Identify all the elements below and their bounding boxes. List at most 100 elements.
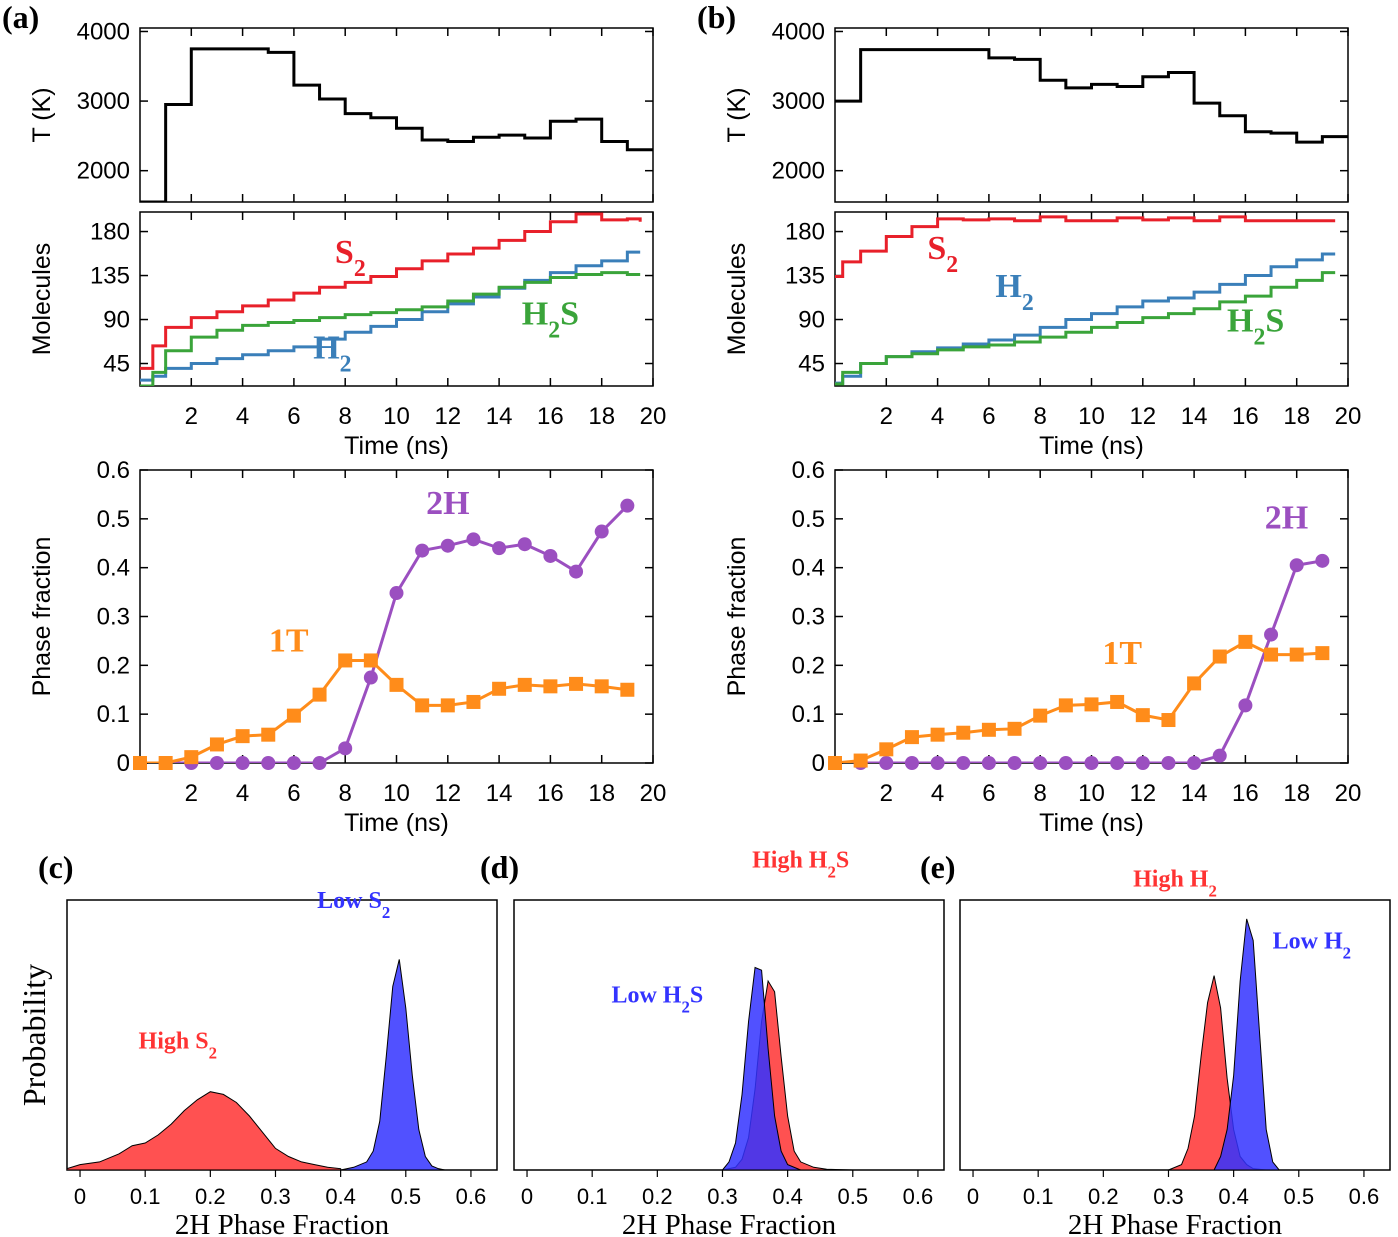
- series-annotation-Low H2: Low H2: [1273, 929, 1351, 963]
- y-tick-label: 0: [117, 750, 130, 777]
- y-tick-label: 0.1: [792, 701, 825, 728]
- data-point-2H: [620, 498, 635, 513]
- data-point-2H: [904, 756, 919, 770]
- series-annotation-H2S: H2S: [522, 295, 579, 343]
- data-point-1T: [415, 698, 430, 713]
- series-annotation-S2: S2: [927, 230, 958, 278]
- data-point-1T: [956, 725, 971, 740]
- x-tick-label: 0.5: [390, 1184, 421, 1209]
- y-axis-label: T (K): [723, 87, 751, 142]
- data-point-1T: [286, 708, 301, 723]
- x-axis-label: Time (ns): [344, 432, 449, 460]
- data-point-1T: [158, 756, 173, 770]
- x-tick-label: 14: [1181, 780, 1208, 807]
- series-annotation-Low S2: Low S2: [317, 888, 390, 922]
- data-point-2H: [517, 537, 532, 552]
- x-tick-label: 20: [640, 403, 667, 430]
- data-point-2H: [363, 670, 378, 685]
- y-tick-label: 0.3: [97, 604, 130, 631]
- data-point-1T: [466, 694, 481, 709]
- x-tick-label: 14: [486, 780, 513, 807]
- y-tick-label: 0.6: [792, 457, 825, 484]
- data-point-1T: [209, 737, 224, 752]
- y-tick-label: 135: [90, 263, 130, 290]
- series-annotation-H2S: H2S: [1227, 302, 1284, 350]
- data-point-2H: [440, 538, 455, 553]
- data-point-1T: [1007, 721, 1022, 736]
- data-point-2H: [1084, 756, 1099, 770]
- data-point-1T: [1110, 694, 1125, 709]
- data-point-1T: [828, 756, 842, 770]
- y-tick-label: 4000: [77, 18, 130, 45]
- x-tick-label: 16: [1232, 403, 1259, 430]
- x-tick-label: 0.2: [1088, 1184, 1119, 1209]
- data-point-1T: [184, 750, 199, 765]
- panel-label-b: (b): [697, 0, 736, 35]
- x-tick-label: 0.3: [707, 1184, 738, 1209]
- x-tick-label: 2: [185, 780, 198, 807]
- y-axis-label: Phase fraction: [723, 537, 751, 697]
- y-tick-label: 45: [798, 351, 825, 378]
- data-point-1T: [235, 729, 250, 744]
- data-point-2H: [1212, 748, 1227, 763]
- distribution-area-High S2: [66, 1091, 342, 1171]
- subplot-a-phase: 0 0.1 0.2 0.3 0.4 0.5 0.6 2 4 6 8 10 12 14 16 18 20 Time …: [28, 457, 666, 837]
- subplot-c: 0 0.1 0.2 0.3 0.4 0.5 0.6 2H Phase Fraction Prob…: [16, 888, 498, 1237]
- x-tick-label: 4: [931, 403, 944, 430]
- series-line-S2: [140, 212, 642, 370]
- x-tick-label: 10: [383, 403, 410, 430]
- plot-frame: [834, 27, 1349, 203]
- data-point-2H: [1264, 627, 1279, 642]
- data-point-1T: [312, 687, 327, 702]
- x-tick-label: 18: [588, 780, 615, 807]
- series-annotation-High H2: High H2: [1133, 867, 1217, 901]
- data-point-2H: [569, 564, 584, 579]
- data-point-1T: [981, 722, 996, 737]
- y-tick-label: 0.5: [792, 506, 825, 533]
- x-axis-label: 2H Phase Fraction: [1068, 1209, 1283, 1237]
- y-tick-label: 180: [90, 219, 130, 246]
- data-point-2H: [1187, 756, 1202, 770]
- data-point-2H: [1315, 553, 1330, 568]
- series-annotation-High H2S: High H2S: [752, 848, 849, 882]
- x-tick-label: 2: [880, 403, 893, 430]
- y-axis-label: Phase fraction: [28, 537, 56, 697]
- x-tick-label: 18: [1283, 780, 1310, 807]
- x-tick-label: 2: [880, 780, 893, 807]
- data-point-1T: [1289, 647, 1304, 662]
- data-point-1T: [1264, 647, 1279, 662]
- y-axis-label: Molecules: [28, 243, 56, 356]
- series-annotation-H2: H2: [995, 268, 1033, 316]
- data-point-1T: [879, 742, 894, 757]
- series-annotation-High S2: High S2: [139, 1029, 217, 1063]
- x-tick-label: 14: [1181, 403, 1208, 430]
- plot-frame: [513, 899, 945, 1171]
- x-axis-label: Time (ns): [1039, 432, 1144, 460]
- y-tick-label: 0.4: [97, 555, 130, 582]
- x-tick-label: 16: [1232, 780, 1259, 807]
- x-tick-label: 10: [383, 780, 410, 807]
- data-point-1T: [620, 682, 635, 697]
- y-axis-label: Molecules: [723, 243, 751, 356]
- data-point-2H: [1033, 756, 1048, 770]
- panel-label-c: (c): [38, 849, 74, 885]
- plot-frame: [139, 469, 654, 764]
- data-point-1T: [1238, 634, 1253, 649]
- series-annotation-1T: 1T: [269, 623, 309, 660]
- x-axis-label: Time (ns): [344, 809, 449, 837]
- series-annotation-1T: 1T: [1102, 635, 1142, 672]
- x-tick-label: 0.5: [1283, 1184, 1314, 1209]
- data-point-2H: [235, 756, 250, 770]
- x-tick-label: 10: [1078, 780, 1105, 807]
- y-tick-label: 0.2: [792, 652, 825, 679]
- data-point-2H: [1238, 698, 1253, 713]
- data-point-2H: [1110, 756, 1125, 770]
- x-tick-label: 0.6: [903, 1184, 934, 1209]
- series-annotation-S2: S2: [335, 234, 366, 282]
- y-tick-label: 45: [103, 351, 130, 378]
- x-tick-label: 12: [434, 403, 461, 430]
- subplot-a-temp: 2000 3000 4000 T (K): [28, 18, 654, 203]
- x-tick-label: 12: [434, 780, 461, 807]
- data-point-1T: [543, 679, 558, 694]
